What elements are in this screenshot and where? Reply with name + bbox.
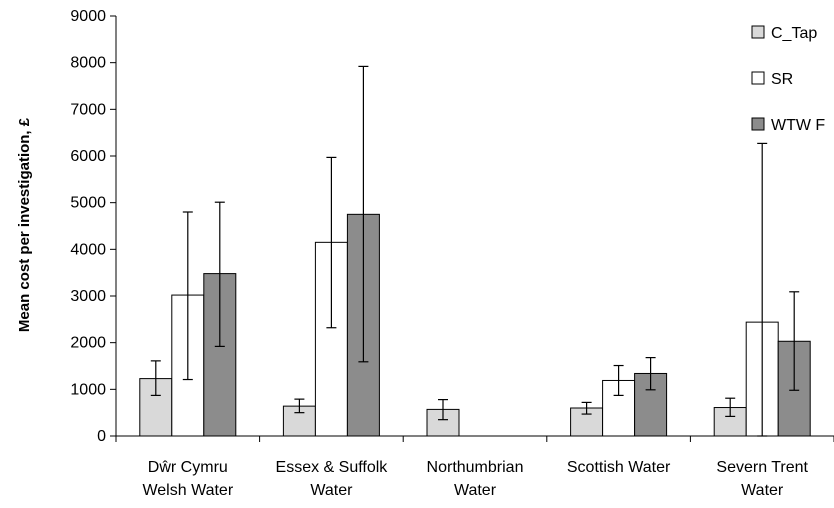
y-axis-title: Mean cost per investigation, £ bbox=[16, 117, 33, 332]
legend-label: C_Tap bbox=[771, 25, 817, 42]
legend-swatch bbox=[751, 25, 765, 39]
category-label-line: Water bbox=[741, 482, 784, 499]
category-label: Scottish Water bbox=[567, 459, 671, 476]
y-tick-label: 0 bbox=[97, 428, 106, 445]
category-label-line: Severn Trent bbox=[716, 459, 808, 476]
legend-label: SR bbox=[771, 71, 793, 88]
category-label: Severn Trent Water bbox=[716, 459, 808, 499]
y-tick-label: 7000 bbox=[70, 101, 106, 118]
y-tick-label: 4000 bbox=[70, 241, 106, 258]
legend-swatch bbox=[751, 117, 765, 131]
category-label-line: Water bbox=[454, 482, 497, 499]
category-label-line: Dŵr Cymru bbox=[148, 459, 228, 476]
category-label: Dŵr Cymru Welsh Water bbox=[142, 459, 233, 499]
y-tick-label: 1000 bbox=[70, 381, 106, 398]
category-label-line: Water bbox=[310, 482, 353, 499]
category-label-line: Scottish Water bbox=[567, 459, 671, 476]
category-label: Essex & Suffolk Water bbox=[276, 459, 389, 499]
category-label-line: Welsh Water bbox=[142, 482, 233, 499]
category-label-line: Essex & Suffolk bbox=[276, 459, 389, 476]
category-label-line: Northumbrian bbox=[427, 459, 524, 476]
category-label: Northumbrian Water bbox=[427, 459, 524, 499]
y-tick-label: 8000 bbox=[70, 55, 106, 72]
y-tick-label: 6000 bbox=[70, 148, 106, 165]
y-tick-label: 2000 bbox=[70, 335, 106, 352]
y-tick-label: 5000 bbox=[70, 195, 106, 212]
y-tick-label: 9000 bbox=[70, 8, 106, 25]
legend-swatch bbox=[751, 71, 765, 85]
y-tick-label: 3000 bbox=[70, 288, 106, 305]
legend-label: WTW F bbox=[771, 117, 825, 134]
